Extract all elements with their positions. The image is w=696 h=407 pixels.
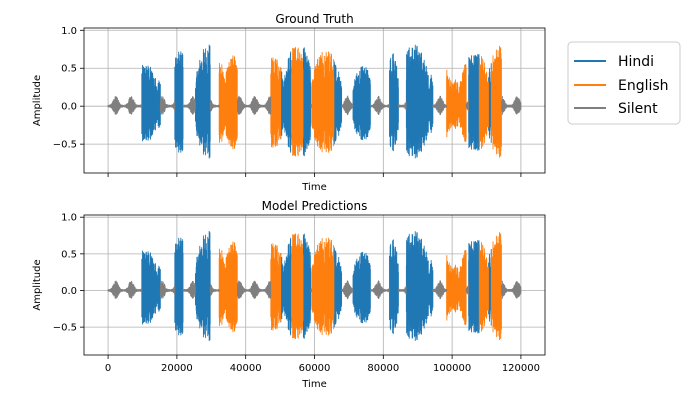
legend-hindi-label: Hindi <box>618 54 654 70</box>
ground-truth-title: Ground Truth <box>275 12 353 26</box>
ground-truth-silent-segment-0 <box>107 95 143 115</box>
model-predictions-hindi-segment-2 <box>195 231 211 342</box>
ground-truth-ylabel: Amplitude <box>32 75 43 126</box>
model-predictions-silent-segment-4 <box>236 280 272 300</box>
model-predictions-waveform <box>107 231 522 342</box>
model-predictions-xtick-label-120000: 120000 <box>502 363 540 374</box>
model-predictions-silent-segment-9 <box>432 280 448 300</box>
ground-truth-axes: 1.0 0.5 0.0 −0.5 Ground Truth Time Amplitud… <box>32 12 546 193</box>
ground-truth-hindi-segment-6 <box>352 66 371 141</box>
ground-truth-silent-segment-4 <box>236 95 272 116</box>
model-predictions-hindi-segment-7 <box>389 239 399 334</box>
ground-truth-hindi-segment-8 <box>405 44 434 159</box>
model-predictions-silent-segment-0 <box>107 280 143 299</box>
ground-truth-silent-segment-11 <box>501 96 522 115</box>
legend-box <box>567 41 681 125</box>
ground-truth-english-segment-2 <box>291 47 304 157</box>
model-predictions-hindi-segment-4 <box>302 233 312 339</box>
ground-truth-silent-segment-6 <box>341 95 354 116</box>
model-predictions-english-segment-1 <box>270 243 282 331</box>
ground-truth-silent-segment-5 <box>310 104 313 108</box>
ground-truth-hindi-segment-1 <box>174 51 184 153</box>
model-predictions-axes: 0 20000 40000 60000 80000 100000 120000 1.0 0.5 0… <box>32 199 546 390</box>
ground-truth-hindi-segment-3 <box>280 51 292 153</box>
model-predictions-xtick-label-80000: 80000 <box>367 363 399 374</box>
model-predictions-xtick-label-100000: 100000 <box>433 363 471 374</box>
ground-truth-english-segment-4 <box>446 64 467 142</box>
model-predictions-ylabel: Amplitude <box>32 259 43 310</box>
model-predictions-english-segment-2 <box>291 233 304 339</box>
model-predictions-hindi-segment-5 <box>333 247 343 328</box>
ground-truth-hindi-segment-7 <box>389 53 399 152</box>
ground-truth-english-segment-5 <box>478 56 489 149</box>
model-predictions-hindi-segment-3 <box>280 237 292 336</box>
ground-truth-ytick-label-3: −0.5 <box>53 140 77 151</box>
model-predictions-silent-segment-1 <box>159 280 176 299</box>
model-predictions-hindi-segment-8 <box>405 231 434 341</box>
model-predictions-xtick-label-40000: 40000 <box>230 363 262 374</box>
model-predictions-xtick-label-0: 0 <box>105 363 111 374</box>
ground-truth-hindi-segment-10 <box>488 63 492 143</box>
model-predictions-hindi-segment-1 <box>174 237 184 336</box>
model-predictions-silent-segment-10 <box>465 284 470 296</box>
ground-truth-silent-segment-7 <box>370 95 390 115</box>
model-predictions-english-segment-6 <box>490 232 502 341</box>
model-predictions-hindi-segment-9 <box>468 240 480 334</box>
model-predictions-hindi-segment-0 <box>141 250 161 325</box>
ground-truth-silent-segment-10 <box>465 99 470 112</box>
model-predictions-silent-segment-11 <box>501 280 522 299</box>
model-predictions-xtick-label-60000: 60000 <box>299 363 331 374</box>
model-predictions-ytick-label-2: 0.0 <box>61 286 77 297</box>
legend: Hindi English Silent <box>567 41 681 125</box>
model-predictions-silent-segment-6 <box>341 280 354 300</box>
ground-truth-english-segment-0 <box>218 55 238 150</box>
model-predictions-ytick-label-1: 0.5 <box>61 249 77 260</box>
ground-truth-silent-segment-1 <box>159 96 176 115</box>
model-predictions-english-segment-3 <box>311 237 335 336</box>
model-predictions-silent-segment-8 <box>397 286 407 295</box>
model-predictions-hindi-segment-6 <box>352 251 371 324</box>
ground-truth-english-segment-1 <box>270 57 282 148</box>
model-predictions-xlabel: Time <box>301 379 326 390</box>
model-predictions-silent-segment-2 <box>182 280 196 299</box>
ground-truth-silent-segment-3 <box>209 99 220 112</box>
ground-truth-hindi-segment-0 <box>141 64 161 142</box>
ground-truth-english-segment-3 <box>311 51 335 153</box>
legend-silent-label: Silent <box>618 101 658 117</box>
model-predictions-silent-segment-3 <box>209 284 220 296</box>
legend-english-label: English <box>618 78 669 94</box>
ground-truth-xlabel: Time <box>301 182 326 193</box>
model-predictions-english-segment-0 <box>218 241 238 333</box>
model-predictions-silent-segment-7 <box>370 280 390 299</box>
model-predictions-ytick-label-0: 1.0 <box>61 213 77 224</box>
ground-truth-hindi-segment-4 <box>302 47 312 157</box>
model-predictions-english-segment-4 <box>446 249 467 325</box>
ground-truth-hindi-segment-9 <box>468 53 480 151</box>
model-predictions-xtick-label-20000: 20000 <box>161 363 193 374</box>
ground-truth-silent-segment-2 <box>182 96 196 115</box>
ground-truth-hindi-segment-2 <box>195 44 211 159</box>
model-predictions-title: Model Predictions <box>262 199 368 213</box>
ground-truth-english-segment-6 <box>490 45 502 158</box>
ground-truth-silent-segment-8 <box>397 101 407 111</box>
ground-truth-hindi-segment-5 <box>333 61 343 145</box>
ground-truth-ytick-label-0: 1.0 <box>61 26 77 37</box>
model-predictions-english-segment-5 <box>478 242 489 332</box>
ground-truth-ytick-label-1: 0.5 <box>61 64 77 75</box>
ground-truth-waveform <box>107 44 522 159</box>
model-predictions-hindi-segment-10 <box>488 249 492 326</box>
ground-truth-ytick-label-2: 0.0 <box>61 102 77 113</box>
model-predictions-ytick-label-3: −0.5 <box>53 323 77 334</box>
ground-truth-silent-segment-9 <box>432 95 448 116</box>
model-predictions-silent-segment-5 <box>310 288 313 293</box>
